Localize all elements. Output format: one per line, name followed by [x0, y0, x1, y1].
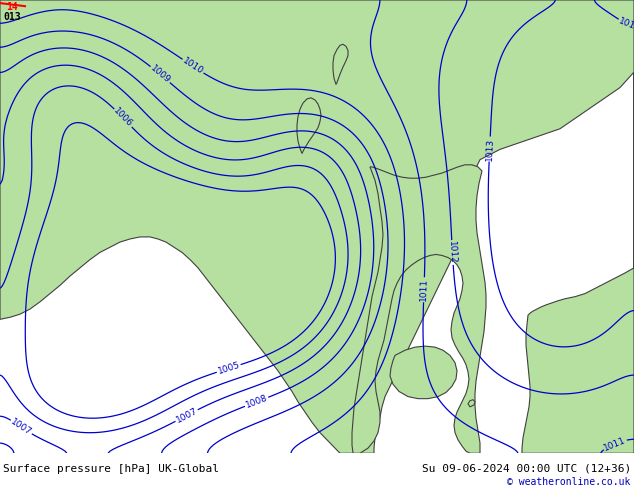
Polygon shape [352, 165, 486, 453]
Polygon shape [390, 346, 457, 399]
Text: 1013: 1013 [484, 137, 495, 161]
Text: 1008: 1008 [244, 393, 269, 410]
Polygon shape [0, 0, 634, 453]
Text: 1011: 1011 [602, 436, 627, 452]
Text: 1012: 1012 [447, 241, 458, 264]
Text: 1005: 1005 [216, 361, 241, 376]
Text: 1007: 1007 [9, 417, 34, 437]
Text: 1011: 1011 [419, 278, 429, 301]
Text: 1007: 1007 [174, 406, 199, 425]
Text: 1006: 1006 [112, 107, 134, 129]
Polygon shape [333, 44, 348, 84]
Text: 14: 14 [6, 2, 18, 12]
Text: 013: 013 [3, 12, 21, 22]
Polygon shape [522, 72, 634, 453]
Polygon shape [468, 400, 475, 407]
Polygon shape [297, 98, 321, 153]
Text: 1013: 1013 [618, 16, 634, 33]
Text: Su 09-06-2024 00:00 UTC (12+36): Su 09-06-2024 00:00 UTC (12+36) [422, 464, 631, 473]
Text: 1009: 1009 [148, 64, 172, 85]
Text: 1010: 1010 [181, 56, 205, 76]
Text: © weatheronline.co.uk: © weatheronline.co.uk [507, 477, 631, 487]
Text: Surface pressure [hPa] UK-Global: Surface pressure [hPa] UK-Global [3, 464, 219, 473]
